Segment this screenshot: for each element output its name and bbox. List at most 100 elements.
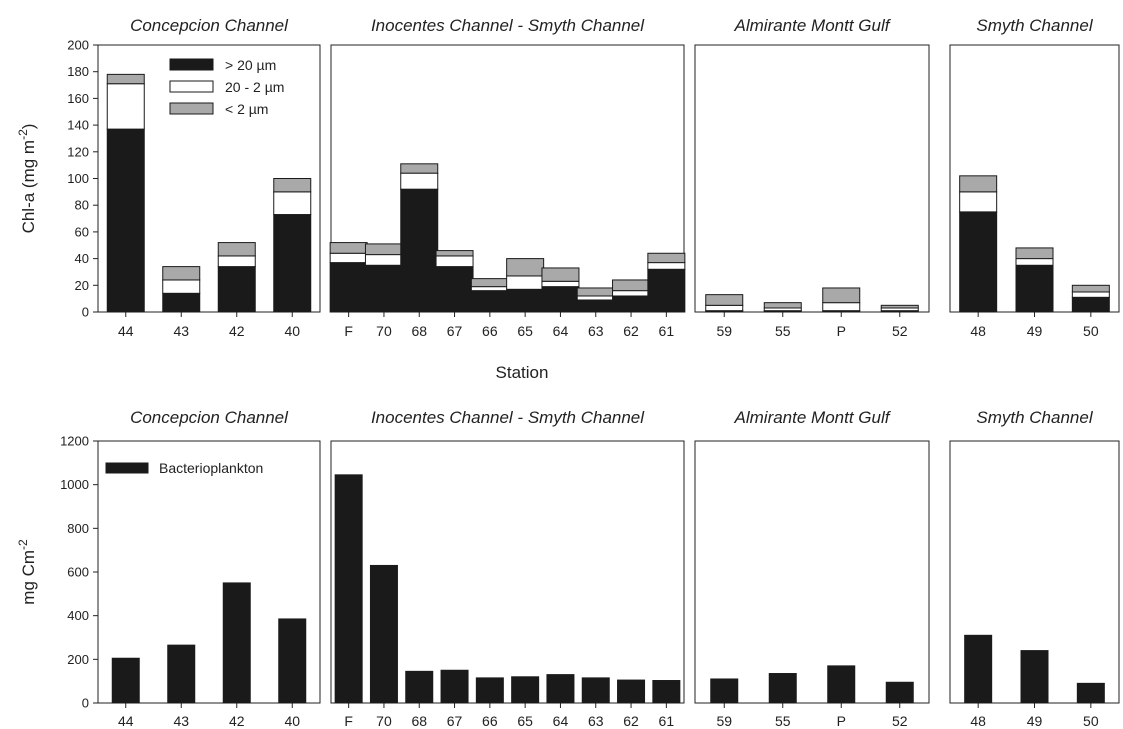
bar (475, 677, 504, 704)
bar (822, 287, 861, 304)
bar (435, 250, 474, 257)
x-tick-label: P (837, 323, 846, 339)
bar (364, 264, 403, 313)
y-tick-label: 100 (67, 171, 89, 186)
bar (768, 673, 797, 704)
bar (959, 211, 998, 313)
bar (470, 290, 509, 313)
bar (710, 678, 739, 704)
bar (273, 214, 312, 313)
bar (647, 252, 686, 264)
x-tick-label: 65 (517, 323, 533, 339)
bar (822, 302, 861, 312)
bar (576, 287, 615, 297)
bar (273, 191, 312, 216)
x-tick-label: 40 (284, 323, 300, 339)
bar (647, 268, 686, 313)
bar (581, 677, 610, 704)
bar (647, 262, 686, 270)
bar (400, 172, 439, 190)
y-tick-label: 0 (82, 696, 89, 711)
legend-swatch (169, 102, 214, 115)
panel-frame (97, 440, 321, 704)
x-tick-label: 55 (775, 323, 791, 339)
bar (1076, 682, 1105, 704)
bar (162, 292, 201, 313)
bar (541, 267, 580, 282)
x-tick-label: 42 (229, 323, 245, 339)
x-tick-label: 68 (411, 323, 427, 339)
x-tick-label: 50 (1083, 323, 1099, 339)
x-tick-label: 67 (447, 323, 463, 339)
y-tick-label: 60 (75, 224, 89, 239)
bar (576, 295, 615, 301)
bar (217, 242, 256, 257)
bar (400, 188, 439, 313)
bar (827, 665, 856, 704)
bar (612, 290, 651, 297)
x-tick-label: 65 (517, 713, 533, 729)
x-tick-label: 66 (482, 713, 498, 729)
y-tick-label: 20 (75, 278, 89, 293)
panel-title: Inocentes Channel - Smyth Channel (371, 408, 645, 427)
x-tick-label: 48 (970, 323, 986, 339)
panel-title: Smyth Channel (976, 16, 1093, 35)
bar (576, 299, 615, 313)
y-tick-label: 400 (67, 608, 89, 623)
bar (435, 266, 474, 313)
x-tick-label: 59 (716, 713, 732, 729)
legend-label: 20 - 2 µm (225, 79, 284, 95)
x-tick-label: 64 (553, 323, 569, 339)
x-tick-label: 70 (376, 323, 392, 339)
x-tick-label: 43 (173, 713, 189, 729)
x-tick-label: 49 (1027, 323, 1043, 339)
legend-swatch (169, 80, 214, 93)
bar (364, 254, 403, 266)
y-tick-label: 120 (67, 144, 89, 159)
bar (329, 252, 368, 264)
bar (273, 178, 312, 193)
y-axis-label: mg Cm-2 (16, 539, 38, 605)
bar (617, 679, 646, 704)
x-tick-label: 50 (1083, 713, 1099, 729)
x-tick-label: 40 (284, 713, 300, 729)
bar (964, 634, 993, 704)
bar (1020, 650, 1049, 704)
y-tick-label: 1000 (60, 477, 89, 492)
bar (470, 278, 509, 288)
bar (440, 669, 469, 704)
bar (162, 266, 201, 281)
x-tick-label: 62 (623, 713, 639, 729)
legend-label: < 2 µm (225, 101, 268, 117)
bar (278, 618, 307, 704)
panel-frame (97, 44, 321, 313)
bar (400, 163, 439, 174)
x-tick-label: 44 (118, 323, 134, 339)
legend-label: Bacterioplankton (159, 460, 263, 476)
y-tick-label: 200 (67, 652, 89, 667)
x-tick-label: P (837, 713, 846, 729)
x-tick-label: F (344, 323, 353, 339)
bar (334, 474, 363, 704)
y-axis-label: Chl-a (mg m-2) (16, 124, 38, 234)
bar (506, 288, 545, 313)
x-tick-label: 62 (623, 323, 639, 339)
y-tick-label: 600 (67, 565, 89, 580)
bar (705, 294, 744, 306)
x-tick-label: 52 (892, 323, 908, 339)
panel-title: Almirante Montt Gulf (734, 408, 892, 427)
bar (167, 644, 196, 704)
y-tick-label: 160 (67, 91, 89, 106)
bar (959, 191, 998, 213)
bar (546, 674, 575, 704)
x-tick-label: 67 (447, 713, 463, 729)
bar (369, 564, 398, 704)
bar (763, 302, 802, 309)
bar (885, 681, 914, 704)
x-tick-label: 63 (588, 323, 604, 339)
bar (541, 280, 580, 288)
bar (1071, 291, 1110, 298)
legend-label: > 20 µm (225, 57, 276, 73)
x-tick-label: 70 (376, 713, 392, 729)
